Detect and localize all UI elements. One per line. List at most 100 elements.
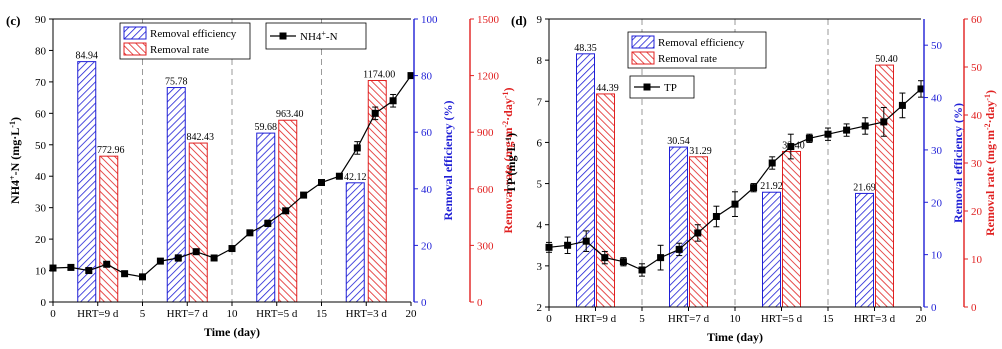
left-tick-label: 2 [537, 302, 543, 314]
rate-tick-label: 10 [971, 254, 983, 266]
data-point-marker [824, 130, 832, 138]
efficiency-axis-title: Removal efficiency (%) [441, 101, 455, 221]
efficiency-tick-label: 10 [931, 250, 943, 262]
data-point-marker [407, 72, 415, 80]
rate-tick-label: 600 [477, 184, 494, 196]
left-tick-label: 5 [537, 179, 543, 191]
x-tick-label: HRT=7 d [668, 313, 710, 325]
removal-efficiency-bar [669, 146, 688, 308]
left-axis-title: TP (mg·L-1) [504, 133, 519, 193]
data-point-marker [861, 122, 869, 130]
x-tick-label: HRT=9 d [77, 308, 119, 320]
efficiency-tick-label: 0 [931, 302, 937, 314]
data-point-marker [619, 258, 627, 266]
rate-tick-label: 50 [971, 62, 983, 74]
left-tick-label: 30 [35, 203, 47, 215]
data-point-marker [657, 254, 665, 262]
left-tick-label: 3 [537, 261, 543, 273]
efficiency-tick-label: 60 [421, 127, 433, 139]
data-point-marker [917, 85, 925, 93]
rate-tick-label: 300 [477, 240, 494, 252]
legend-box [629, 75, 695, 99]
rate-tick-label: 20 [971, 206, 983, 218]
data-point-marker [246, 229, 254, 237]
bar-value-label: 75.78 [165, 77, 188, 88]
bar-value-label: 31.29 [689, 146, 712, 157]
bar-value-label: 48.35 [574, 43, 597, 54]
bar-value-label: 963.40 [276, 109, 304, 120]
data-point-marker [264, 219, 272, 227]
data-point-marker [228, 245, 236, 253]
x-tick-label: 20 [916, 313, 928, 325]
data-point-marker [318, 179, 325, 187]
data-point-marker [787, 143, 795, 151]
data-point-marker [174, 254, 182, 262]
left-tick-label: 90 [35, 14, 47, 26]
legend-entry-label: Removal efficiency [658, 37, 745, 49]
efficiency-tick-label: 40 [421, 184, 433, 196]
x-axis-title: Time (day) [204, 325, 260, 339]
legend-line-label: NH4+-N [300, 29, 338, 44]
data-point-marker [898, 101, 906, 109]
left-tick-label: 20 [35, 234, 47, 246]
x-tick-label: 5 [140, 308, 146, 320]
data-point-marker [282, 207, 290, 215]
data-point-marker [210, 254, 218, 262]
data-point-marker [335, 172, 343, 180]
legend-rate-swatch [631, 51, 655, 65]
bar-value-label: 42.12 [344, 172, 367, 183]
bar-value-label: 842.43 [187, 132, 215, 143]
x-tick-label: 15 [316, 308, 328, 320]
legend-marker-swatch [279, 32, 287, 40]
x-tick-label: HRT=3 d [854, 313, 896, 325]
data-point-marker [85, 267, 93, 275]
data-point-marker [353, 144, 361, 152]
rate-tick-label: 1500 [477, 14, 500, 26]
data-point-marker [67, 263, 75, 271]
removal-rate-bar [782, 150, 801, 308]
left-tick-label: 6 [537, 137, 543, 149]
data-point-marker [843, 126, 851, 134]
data-point-marker [638, 266, 646, 274]
removal-efficiency-bar [256, 132, 276, 303]
rate-tick-label: 0 [971, 302, 977, 314]
data-point-marker [601, 254, 609, 262]
efficiency-tick-label: 100 [421, 14, 438, 26]
bar-value-label: 44.39 [596, 83, 619, 94]
panel-label: (d) [511, 13, 527, 28]
x-tick-label: 10 [730, 313, 742, 325]
data-point-marker [192, 248, 200, 256]
data-point-marker [768, 159, 776, 167]
data-point-marker [389, 97, 397, 105]
x-tick-label: HRT=7 d [167, 308, 209, 320]
legend-entry-label: Removal rate [150, 44, 209, 56]
left-tick-label: 80 [35, 45, 47, 57]
bar-value-label: 21.92 [760, 181, 783, 192]
rate-tick-label: 30 [971, 158, 983, 170]
bar-value-label: 772.96 [97, 145, 125, 156]
efficiency-tick-label: 30 [931, 145, 943, 157]
panel-label: (c) [6, 13, 20, 28]
x-axis-title: Time (day) [707, 330, 763, 344]
legend-entry-label: Removal efficiency [150, 28, 237, 40]
rate-tick-label: 40 [971, 110, 983, 122]
left-tick-label: 7 [537, 96, 543, 108]
left-axis-title: NH4+-N (mg·L-1) [8, 117, 23, 204]
removal-efficiency-bar [576, 53, 595, 308]
left-tick-label: 10 [35, 266, 47, 278]
removal-efficiency-bar [345, 182, 365, 303]
data-point-marker [121, 270, 129, 278]
left-tick-label: 4 [537, 220, 543, 232]
rate-tick-label: 900 [477, 127, 494, 139]
rate-tick-label: 0 [477, 297, 483, 309]
bar-value-label: 59.68 [255, 122, 278, 133]
data-point-marker [156, 257, 164, 265]
removal-efficiency-bar [762, 191, 781, 308]
legend-entry-label: Removal rate [658, 53, 717, 65]
x-tick-label: 5 [639, 313, 645, 325]
legend-efficiency-swatch [123, 26, 147, 40]
x-tick-label: HRT=5 d [761, 313, 803, 325]
efficiency-tick-label: 20 [421, 240, 433, 252]
rate-axis-title: Removal rate (mg·m-2·day-1) [983, 90, 998, 236]
x-tick-label: 10 [227, 308, 239, 320]
